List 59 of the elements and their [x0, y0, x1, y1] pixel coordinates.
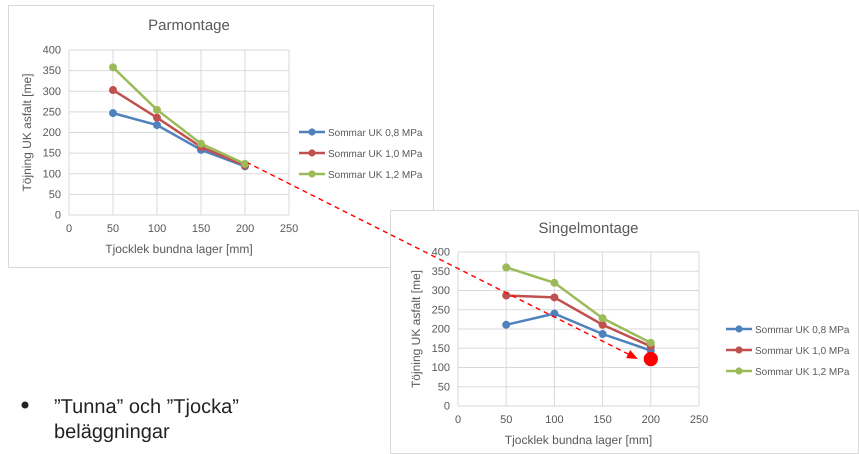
y-tick-label: 200	[42, 127, 61, 140]
chart-title: Singelmontage	[538, 220, 639, 237]
y-tick-label: 150	[432, 342, 450, 355]
chart-title: Parmontage	[148, 17, 230, 34]
y-tick-label: 0	[54, 210, 61, 222]
y-tick-label: 200	[432, 324, 450, 336]
point	[550, 278, 558, 287]
point	[153, 114, 161, 122]
legend-label: Sommar UK 1,0 MPa	[328, 149, 423, 160]
point	[598, 330, 607, 338]
x-tick-label: 0	[66, 222, 72, 235]
x-axis-title: Tjocklek bundna lager [mm]	[105, 242, 253, 256]
legend-label: Sommar UK 0,8 MPa	[328, 128, 423, 139]
legend-label: Sommar UK 0,8 MPa	[755, 325, 850, 336]
x-tick-label: 200	[236, 222, 254, 235]
x-tick-label: 0	[454, 414, 462, 426]
y-tick-label: 100	[42, 168, 61, 180]
x-tick-label: 150	[192, 222, 210, 235]
x-tick-label: 50	[500, 414, 512, 426]
x-tick-label: 250	[690, 414, 708, 426]
y-tick-label: 0	[444, 400, 450, 413]
point	[644, 352, 658, 366]
y-axis-title: Töjning UK asfalt [me]	[409, 270, 423, 388]
x-tick-label: 100	[148, 222, 166, 235]
point	[153, 106, 161, 114]
y-tick-label: 300	[432, 285, 450, 298]
y-tick-label: 300	[42, 86, 61, 98]
x-tick-label: 150	[593, 414, 612, 426]
text: ”Tunna” och ”Tjocka” beläggningar	[54, 396, 239, 443]
y-tick-label: 50	[48, 188, 61, 201]
y-tick-label: 50	[438, 381, 450, 394]
point	[550, 293, 558, 302]
point	[598, 320, 607, 329]
point	[109, 109, 117, 118]
x-tick-label: 50	[106, 222, 120, 235]
x-tick-label: 250	[280, 222, 298, 235]
x-tick-label: 200	[642, 414, 660, 426]
legend-label: Sommar UK 1,2 MPa	[328, 170, 423, 181]
point	[502, 320, 510, 329]
x-tick-label: 100	[545, 414, 564, 426]
y-tick-label: 350	[42, 65, 61, 78]
point	[502, 263, 510, 272]
point	[109, 63, 117, 72]
y-tick-label: 250	[42, 106, 61, 118]
y-tick-label: 400	[432, 246, 450, 259]
y-tick-label: 100	[432, 362, 450, 374]
y-tick-label: 250	[432, 304, 450, 316]
legend-label: Sommar UK 1,2 MPa	[755, 367, 850, 378]
y-axis-title: Töjning UK asfalt [me]	[20, 73, 34, 192]
x-axis-title: Tjocklek bundna lager [mm]	[504, 433, 652, 447]
y-tick-label: 150	[42, 148, 61, 160]
legend-label: Sommar UK 1,0 MPa	[755, 346, 850, 357]
y-tick-label: 400	[42, 44, 61, 57]
point	[153, 121, 161, 130]
point	[646, 338, 655, 347]
point	[197, 140, 205, 148]
y-tick-label: 350	[432, 266, 450, 278]
point	[109, 86, 117, 94]
point	[598, 314, 607, 322]
